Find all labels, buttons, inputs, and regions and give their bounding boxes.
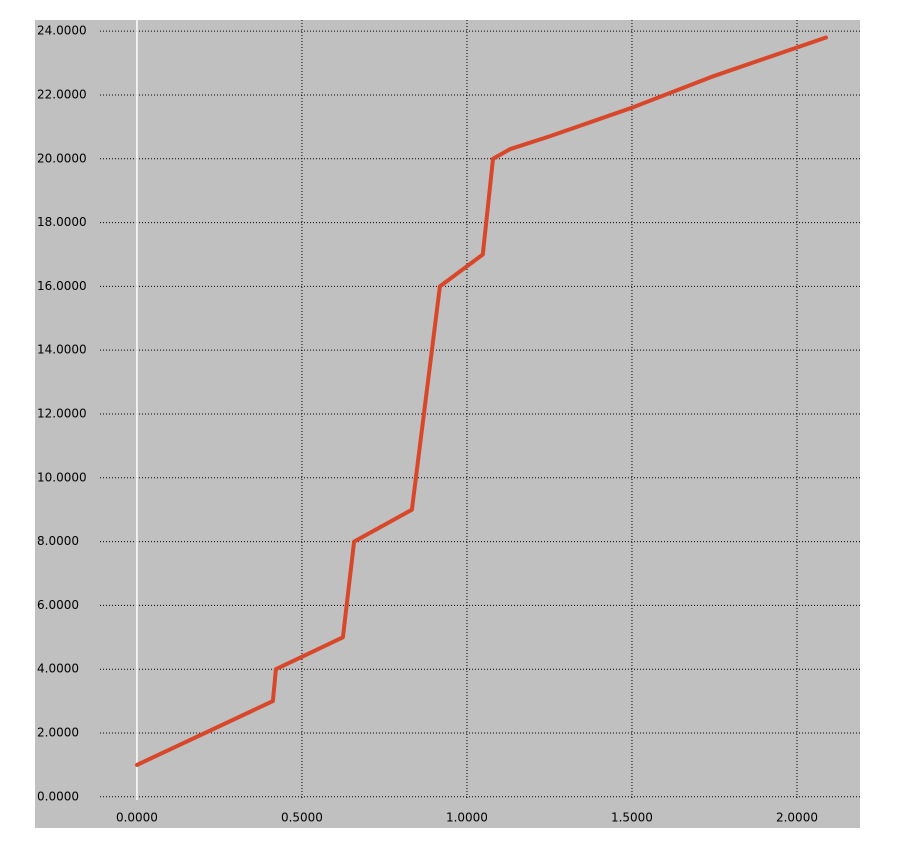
y-tick-label: 14.0000 bbox=[37, 343, 87, 357]
y-tick-label: 6.0000 bbox=[37, 598, 79, 612]
y-tick-label: 4.0000 bbox=[37, 662, 79, 676]
y-tick-label: 16.0000 bbox=[37, 279, 87, 293]
y-tick-label: 0.0000 bbox=[37, 789, 79, 803]
x-tick-label: 1.5000 bbox=[611, 811, 653, 825]
x-tick-label: 1.0000 bbox=[446, 811, 488, 825]
plot-background bbox=[35, 20, 860, 828]
y-tick-label: 20.0000 bbox=[37, 151, 87, 165]
y-tick-label: 2.0000 bbox=[37, 726, 79, 740]
x-tick-label: 0.0000 bbox=[116, 811, 158, 825]
y-tick-label: 10.0000 bbox=[37, 470, 87, 484]
y-tick-label: 12.0000 bbox=[37, 406, 87, 420]
x-tick-label: 2.0000 bbox=[776, 811, 818, 825]
y-tick-label: 24.0000 bbox=[37, 24, 87, 38]
y-tick-label: 18.0000 bbox=[37, 215, 87, 229]
y-tick-label: 22.0000 bbox=[37, 87, 87, 101]
data-line bbox=[135, 35, 828, 767]
y-tick-label: 8.0000 bbox=[37, 534, 79, 548]
x-tick-label: 0.5000 bbox=[281, 811, 323, 825]
